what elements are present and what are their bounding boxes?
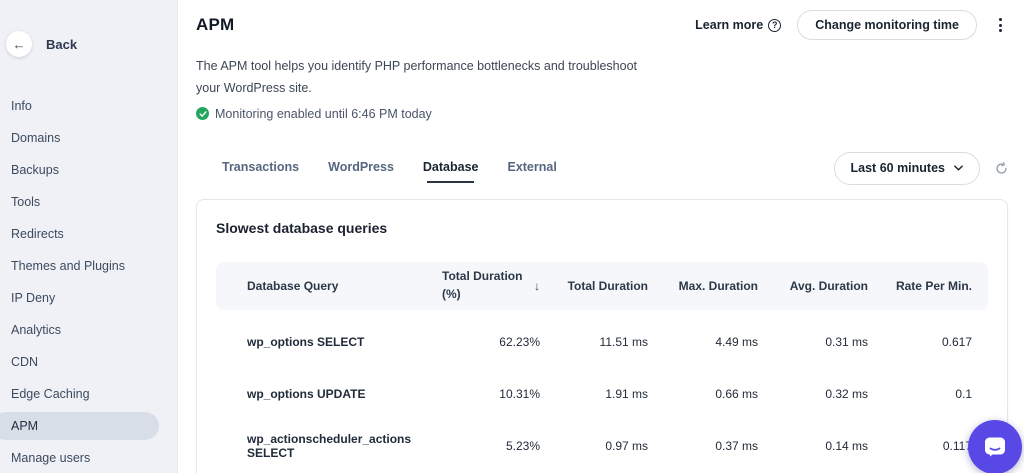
table-row[interactable]: wp_options UPDATE 10.31% 1.91 ms 0.66 ms… [216, 368, 988, 420]
column-header-max-duration[interactable]: Max. Duration [678, 278, 758, 293]
column-header-database-query: Database Query [247, 278, 339, 293]
sidebar-item-apm[interactable]: APM [0, 412, 159, 440]
toolbar-right: Last 60 minutes [833, 151, 1008, 185]
chevron-down-icon [954, 165, 963, 171]
cell-max-duration: 0.37 ms [715, 438, 758, 453]
table-row[interactable]: wp_actionscheduler_actions SELECT 5.23% … [216, 420, 988, 472]
table-row[interactable]: wp_options SELECT 62.23% 11.51 ms 4.49 m… [216, 316, 988, 368]
main-content: APM Learn more ? Change monitoring time … [179, 0, 1024, 473]
cell-max-duration: 0.66 ms [715, 386, 758, 401]
card-title: Slowest database queries [216, 219, 388, 236]
chat-widget-button[interactable] [968, 420, 1022, 473]
back-label: Back [46, 36, 78, 52]
toolbar: Transactions WordPress Database External… [196, 151, 1008, 191]
help-icon: ? [768, 18, 782, 32]
sort-desc-icon[interactable]: ↓ [534, 278, 540, 293]
cell-total-duration: 0.97 ms [605, 438, 648, 453]
tab-external[interactable]: External [507, 159, 557, 174]
page-header: APM Learn more ? Change monitoring time [179, 0, 1024, 40]
sidebar-item-analytics[interactable]: Analytics [11, 323, 62, 337]
time-range-value: Last 60 minutes [850, 161, 945, 176]
time-range-dropdown[interactable]: Last 60 minutes [833, 151, 980, 185]
tab-wordpress[interactable]: WordPress [328, 159, 394, 174]
column-header-total-duration-pct[interactable]: Total Duration (%) ↓ [430, 268, 540, 303]
sidebar-item-domains[interactable]: Domains [11, 131, 61, 145]
sidebar-item-themes-and-plugins[interactable]: Themes and Plugins [11, 259, 125, 273]
check-icon [196, 107, 209, 121]
learn-more-link[interactable]: Learn more ? [695, 18, 782, 32]
table-body: wp_options SELECT 62.23% 11.51 ms 4.49 m… [216, 316, 988, 472]
chat-icon [985, 437, 1005, 457]
back-arrow-icon[interactable]: ← [6, 31, 32, 57]
sidebar-nav: Info Domains Backups Tools Redirects The… [0, 90, 177, 473]
sidebar: ← Back Info Domains Backups Tools Redire… [0, 0, 178, 473]
cell-rate-per-min: 0.117 [942, 438, 972, 453]
column-header-rate-per-min[interactable]: Rate Per Min. [895, 278, 972, 293]
sidebar-item-info[interactable]: Info [11, 99, 32, 113]
sidebar-item-tools[interactable]: Tools [11, 195, 41, 209]
sidebar-item-redirects[interactable]: Redirects [11, 227, 64, 241]
cell-query[interactable]: wp_options SELECT [247, 334, 365, 349]
cell-rate-per-min: 0.617 [941, 334, 972, 349]
change-monitoring-time-button[interactable]: Change monitoring time [797, 10, 977, 40]
cell-avg-duration: 0.32 ms [825, 386, 868, 401]
cell-avg-duration: 0.31 ms [825, 334, 868, 349]
cell-total-duration: 11.51 ms [599, 334, 648, 349]
monitoring-status: Monitoring enabled until 6:46 PM today [196, 107, 1024, 121]
cell-avg-duration: 0.14 ms [825, 438, 868, 453]
table-header-row: Database Query Total Duration (%) ↓ Tota… [216, 261, 988, 310]
header-actions: Learn more ? Change monitoring time [695, 10, 1008, 40]
cell-total-duration-pct: 5.23% [505, 438, 540, 453]
monitoring-status-text: Monitoring enabled until 6:46 PM today [215, 106, 432, 121]
column-header-avg-duration[interactable]: Avg. Duration [789, 278, 868, 293]
slowest-queries-card: Slowest database queries Database Query … [196, 198, 1008, 473]
apm-description: The APM tool helps you identify PHP perf… [196, 59, 637, 95]
cell-max-duration: 4.49 ms [715, 334, 758, 349]
sidebar-item-ip-deny[interactable]: IP Deny [11, 291, 56, 305]
cell-total-duration-pct: 10.31% [499, 386, 540, 401]
column-header-total-duration[interactable]: Total Duration [567, 278, 648, 293]
sidebar-item-backups[interactable]: Backups [11, 163, 59, 177]
cell-total-duration: 1.91 ms [605, 386, 648, 401]
learn-more-label: Learn more [695, 18, 764, 32]
tab-bar: Transactions WordPress Database External [196, 160, 557, 183]
page-title: APM [196, 15, 235, 34]
tab-transactions[interactable]: Transactions [222, 159, 300, 174]
sidebar-item-edge-caching[interactable]: Edge Caching [11, 387, 90, 401]
sidebar-item-manage-users[interactable]: Manage users [11, 451, 91, 465]
refresh-icon[interactable] [995, 161, 1008, 175]
kebab-menu-icon[interactable] [993, 14, 1008, 36]
tab-database[interactable]: Database [423, 160, 478, 183]
cell-rate-per-min: 0.1 [955, 386, 972, 401]
sidebar-item-cdn[interactable]: CDN [11, 355, 39, 369]
cell-total-duration-pct: 62.23% [499, 334, 540, 349]
column-header-label: Total Duration (%) [442, 269, 523, 301]
cell-query[interactable]: wp_options UPDATE [247, 386, 366, 401]
back-button[interactable]: ← Back [6, 31, 177, 57]
cell-query[interactable]: wp_actionscheduler_actions SELECT [247, 431, 412, 460]
